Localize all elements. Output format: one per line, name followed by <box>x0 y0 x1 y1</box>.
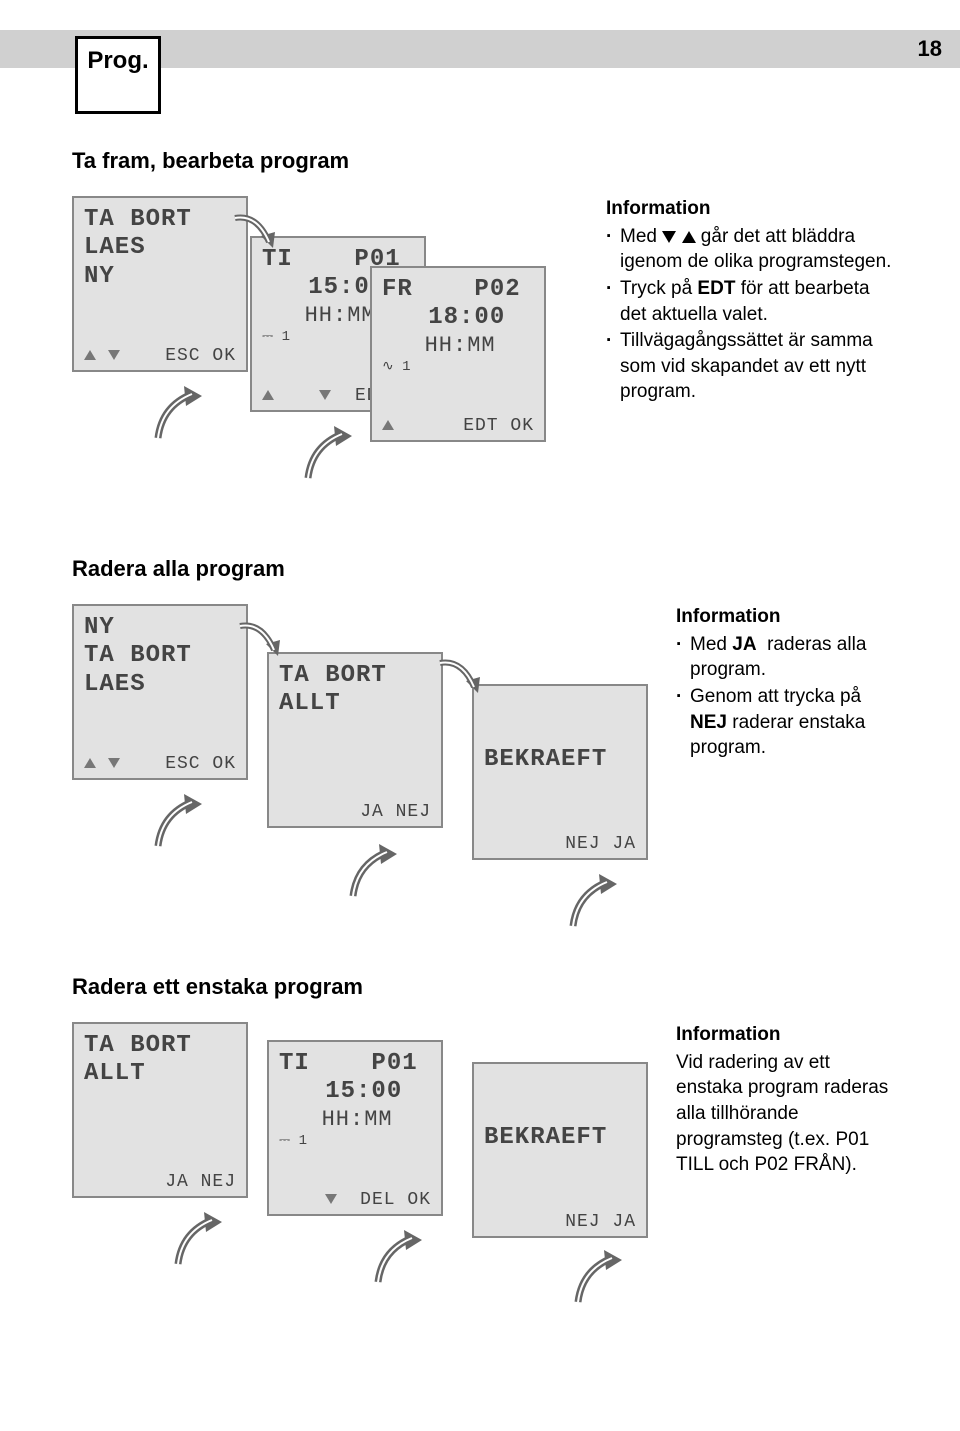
arrow-icon <box>172 1212 227 1272</box>
section-edit-program: Ta fram, bearbeta program TA BORT LAES N… <box>72 148 900 506</box>
lcd-actions: NEJ JA <box>565 834 636 854</box>
lcd-actions: JA NEJ <box>165 1172 236 1192</box>
lcd-screen-2: TA BORT ALLT JA NEJ <box>267 652 443 828</box>
lcd-bottom: JA NEJ <box>74 1172 246 1192</box>
lcd-line: NY <box>84 614 238 642</box>
lcd-bottom: NEJ JA <box>474 1212 646 1232</box>
lcd-actions: EDT OK <box>463 416 534 436</box>
lcd-screen-3: FR P02 18:00 HH:MM ∿ 1 EDT OK <box>370 266 546 442</box>
lcd-actions: ESC OK <box>165 754 236 774</box>
lcd-line: TI P01 <box>279 1050 433 1078</box>
info-list: Med JA raderas alla program. Genom att t… <box>676 632 900 761</box>
lcd-screen-1: NY TA BORT LAES ESC OK <box>72 604 248 780</box>
info-title: Information <box>676 1022 900 1048</box>
lcd-bottom: ESC OK <box>74 754 246 774</box>
page-number: 18 <box>918 36 942 62</box>
lcd-line: 18:00 <box>382 304 536 332</box>
lcd-line: BEKRAEFT <box>484 1124 638 1152</box>
info-text: Vid radering av ett enstaka program rade… <box>676 1050 900 1178</box>
arrow-icon <box>347 844 402 904</box>
info-item: Genom att trycka på NEJ raderar enstaka … <box>676 684 900 761</box>
row: NY TA BORT LAES ESC OK TA BORT ALLT JA N… <box>72 604 900 924</box>
lcd-line: HH:MM <box>279 1107 433 1133</box>
page: 18 Prog. Ta fram, bearbeta program TA BO… <box>0 30 960 1392</box>
info-item: Med går det att bläddra igenom de olika … <box>606 224 900 275</box>
section-title: Ta fram, bearbeta program <box>72 148 900 174</box>
info-box: Information Vid radering av ett enstaka … <box>676 1022 900 1178</box>
lcd-nav <box>84 346 120 366</box>
arrow-icon <box>152 386 207 446</box>
info-list: Med går det att bläddra igenom de olika … <box>606 224 900 405</box>
prog-box: Prog. <box>75 36 161 114</box>
lcd-line: FR P02 <box>382 276 536 304</box>
arrow-icon <box>227 214 277 269</box>
arrow-icon <box>432 659 482 714</box>
lcd-screen-3: BEKRAEFT NEJ JA <box>472 684 648 860</box>
lcd-line: LAES <box>84 234 238 262</box>
info-item: Tillvägagångssättet är samma som vid ska… <box>606 328 900 405</box>
lcd-screen-3: BEKRAEFT NEJ JA <box>472 1062 648 1238</box>
lcd-actions: ESC OK <box>165 346 236 366</box>
lcd-line: TA BORT <box>84 1032 238 1060</box>
arrow-icon <box>302 426 357 486</box>
lcd-line: ALLT <box>84 1060 238 1088</box>
lcd-bottom: DEL OK <box>269 1190 441 1210</box>
lcd-bottom: EDT OK <box>372 416 544 436</box>
info-title: Information <box>676 604 900 630</box>
arrow-icon <box>152 794 207 854</box>
lcd-symbol: ⎓ 1 <box>279 1133 433 1150</box>
lcd-actions: JA NEJ <box>360 802 431 822</box>
section-delete-single: Radera ett enstaka program TA BORT ALLT … <box>72 974 900 1322</box>
row: TA BORT ALLT JA NEJ TI P01 15:00 HH:MM ⎓… <box>72 1022 900 1322</box>
lcd-symbol: ∿ 1 <box>382 359 536 376</box>
section-delete-all: Radera alla program NY TA BORT LAES ESC … <box>72 556 900 924</box>
screens-group: TA BORT ALLT JA NEJ TI P01 15:00 HH:MM ⎓… <box>72 1022 672 1322</box>
section-title: Radera alla program <box>72 556 900 582</box>
lcd-bottom: NEJ JA <box>474 834 646 854</box>
arrow-icon <box>567 874 622 934</box>
info-item: Tryck på EDT för att bearbeta det aktuel… <box>606 276 900 327</box>
lcd-nav <box>382 416 394 436</box>
arrow-icon <box>372 1230 427 1290</box>
arrow-icon <box>232 622 282 677</box>
screens-group: NY TA BORT LAES ESC OK TA BORT ALLT JA N… <box>72 604 672 924</box>
info-box: Information Med JA raderas alla program.… <box>676 604 900 762</box>
lcd-line: ALLT <box>279 690 433 718</box>
lcd-line: HH:MM <box>382 333 536 359</box>
lcd-screen-2: TI P01 15:00 HH:MM ⎓ 1 DEL OK <box>267 1040 443 1216</box>
info-box: Information Med går det att bläddra igen… <box>606 196 900 406</box>
lcd-line: TA BORT <box>279 662 433 690</box>
lcd-line: NY <box>84 263 238 291</box>
lcd-line: TA BORT <box>84 642 238 670</box>
row: TA BORT LAES NY ESC OK TI P01 15:00 HH:M… <box>72 196 900 506</box>
lcd-screen-1: TA BORT LAES NY ESC OK <box>72 196 248 372</box>
lcd-nav <box>262 386 274 406</box>
lcd-line: 15:00 <box>279 1078 433 1106</box>
section-title: Radera ett enstaka program <box>72 974 900 1000</box>
info-item: Med JA raderas alla program. <box>676 632 900 683</box>
lcd-line: BEKRAEFT <box>484 746 638 774</box>
lcd-bottom: JA NEJ <box>269 802 441 822</box>
arrow-icon <box>572 1250 627 1310</box>
screens-group: TA BORT LAES NY ESC OK TI P01 15:00 HH:M… <box>72 196 602 506</box>
lcd-bottom: ESC OK <box>74 346 246 366</box>
lcd-nav <box>84 754 120 774</box>
lcd-line: TA BORT <box>84 206 238 234</box>
lcd-actions: DEL OK <box>325 1190 431 1210</box>
info-title: Information <box>606 196 900 222</box>
lcd-line: LAES <box>84 671 238 699</box>
lcd-actions: NEJ JA <box>565 1212 636 1232</box>
lcd-screen-1: TA BORT ALLT JA NEJ <box>72 1022 248 1198</box>
prog-label: Prog. <box>87 47 148 75</box>
